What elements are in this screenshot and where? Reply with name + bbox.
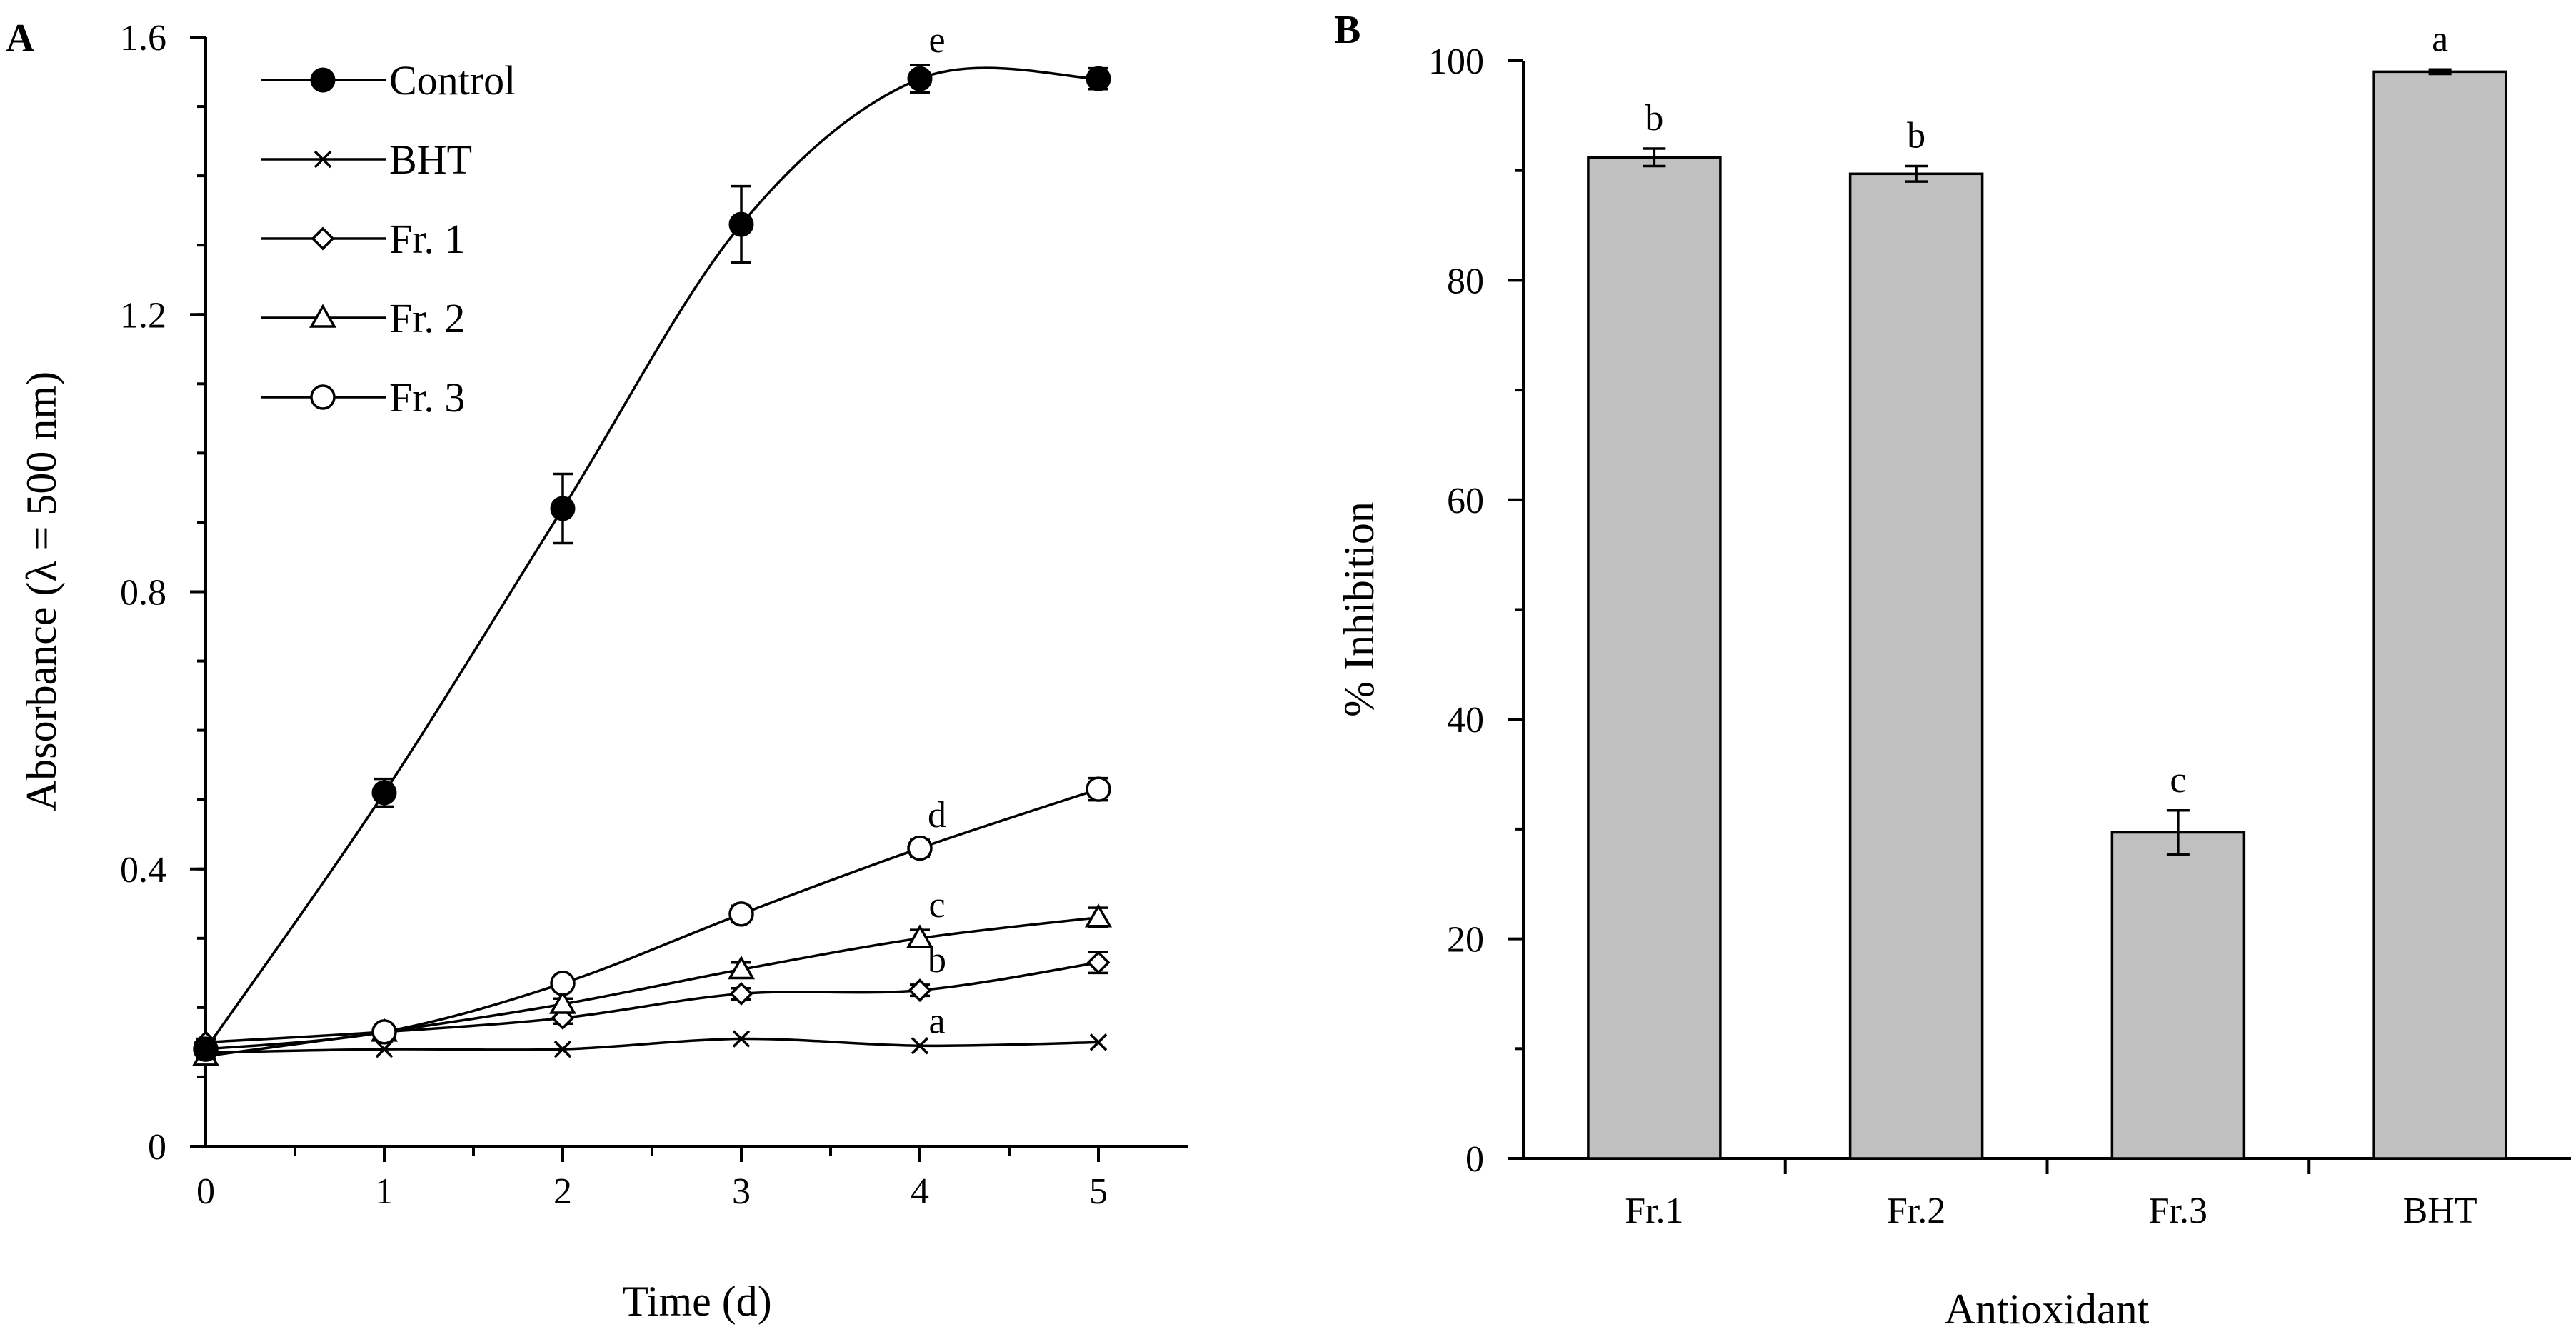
marker-bht-1 [375,1040,394,1058]
legend-label-fr-3: Fr. 3 [389,374,465,421]
sig-label-control: e [928,20,945,61]
b-y-tick-label-0: 0 [1465,1139,1484,1180]
sig-label-fr-2: c [928,885,945,926]
panel-a-ticks: 0 1 2 3 4 5 0 0.4 0.8 1.2 1.6 [120,18,1108,1212]
panel-b: B 0 20 40 60 80 100 b b c a Fr.1 Fr.2 Fr.3 BHT Anti… [1334,8,2571,1332]
marker-fr-1-3 [729,981,753,1006]
sig-label-fr-3: d [928,795,946,836]
y-tick-label-0-8: 0.8 [120,573,166,614]
category-label-bht: BHT [2403,1191,2477,1231]
panel-a-legend: Control BHT Fr. 1 Fr. 2 Fr. 3 [261,57,516,421]
legend-marker-fr-3 [310,384,336,410]
marker-control-0 [193,1036,219,1062]
legend-label-control: Control [389,57,516,104]
panel-b-error-bars [1643,68,2452,856]
marker-bht-3 [732,1030,751,1048]
error-bar-bht [2428,68,2452,76]
b-y-tick-label-100: 100 [1428,41,1484,82]
panel-b-x-axis-title: Antioxidant [1945,1286,2150,1332]
legend-marker-bht [314,150,332,169]
marker-control-2 [550,496,576,521]
bar-bht [2372,70,2507,1160]
series-line-control [204,66,1099,1051]
panel-b-significance-labels: b b c a [1645,19,2448,800]
category-label-fr-2: Fr.2 [1887,1191,1945,1231]
marker-bht-5 [1089,1033,1108,1051]
panel-b-y-axis-title: % Inhibition [1335,501,1383,717]
marker-fr-2-2 [548,990,577,1014]
x-tick-label-5: 5 [1089,1171,1108,1212]
series-line-fr-3 [205,788,1099,1051]
marker-fr-3-1 [371,1019,397,1045]
x-tick-label-0: 0 [196,1171,215,1212]
panel-a-letter: A [6,16,35,61]
series-line-fr-1 [205,961,1099,1044]
y-tick-label-1-6: 1.6 [120,18,166,59]
marker-fr-3-4 [907,835,933,861]
legend-label-bht: BHT [389,136,472,183]
sig-label-fr-1: b [1645,98,1663,139]
legend-marker-control [310,67,336,93]
marker-fr-3-3 [728,901,754,927]
legend-marker-fr-2 [309,304,337,328]
y-tick-label-0: 0 [148,1127,166,1168]
marker-fr-1-4 [908,978,932,1003]
series-line-bht [205,1037,1099,1054]
x-tick-label-2: 2 [553,1171,572,1212]
legend-label-fr-1: Fr. 1 [389,216,465,262]
marker-bht-4 [911,1037,929,1055]
sig-label-bht: a [928,1001,945,1041]
b-y-tick-label-20: 20 [1447,920,1484,961]
panel-a-significance-labels: abc d e [928,20,946,1041]
bar-fr-1 [1587,156,1722,1160]
panel-b-letter: B [1334,8,1360,52]
panel-b-category-labels: Fr.1 Fr.2 Fr.3 BHT [1625,1191,2477,1231]
legend-label-fr-2: Fr. 2 [389,295,465,341]
marker-control-3 [728,211,754,237]
panel-a-x-axis-title: Time (d) [622,1278,771,1325]
panel-a-y-axis-title: Absorbance (λ = 500 nm) [18,371,65,811]
sig-label-bht: a [2432,19,2448,59]
sig-label-fr-2: b [1907,116,1925,156]
marker-bht-2 [553,1040,572,1058]
marker-fr-2-5 [1084,903,1113,928]
y-tick-label-0-4: 0.4 [120,850,166,891]
b-y-tick-label-80: 80 [1447,261,1484,301]
panel-a-markers [191,66,1113,1066]
panel-a: A 0 1 2 3 4 5 0 0.4 0.8 1.2 1.6 abc d e Control BHT Fr… [6,16,1188,1325]
category-label-fr-1: Fr.1 [1625,1191,1683,1231]
error-bar-fr-1 [1643,147,1666,168]
bar-fr-3 [2110,831,2246,1160]
marker-fr-3-5 [1086,776,1111,802]
b-y-tick-label-40: 40 [1447,700,1484,741]
marker-control-5 [1086,66,1111,91]
marker-control-4 [907,66,933,91]
b-y-tick-label-60: 60 [1447,481,1484,521]
error-bar-fr-3 [2166,809,2190,856]
panel-b-ticks: 0 20 40 60 80 100 [1428,41,2311,1180]
marker-fr-2-3 [727,955,756,980]
x-tick-label-1: 1 [375,1171,394,1212]
marker-fr-3-2 [550,971,576,996]
marker-fr-2-4 [906,924,934,948]
sig-label-fr-3: c [2170,760,2186,801]
category-label-fr-3: Fr.3 [2149,1191,2207,1231]
panel-a-curves [204,66,1099,1058]
panel-b-bars [1587,70,2507,1160]
error-bar-fr-2 [1905,164,1928,183]
x-tick-label-4: 4 [911,1171,929,1212]
y-tick-label-1-2: 1.2 [120,295,166,336]
marker-control-1 [371,780,397,806]
legend-marker-fr-1 [311,226,335,251]
sig-label-fr-1: b [928,940,946,981]
x-tick-label-3: 3 [732,1171,751,1212]
panel-a-error-bars [196,64,1108,1061]
bar-fr-2 [1848,172,1984,1160]
marker-fr-1-5 [1086,951,1111,975]
